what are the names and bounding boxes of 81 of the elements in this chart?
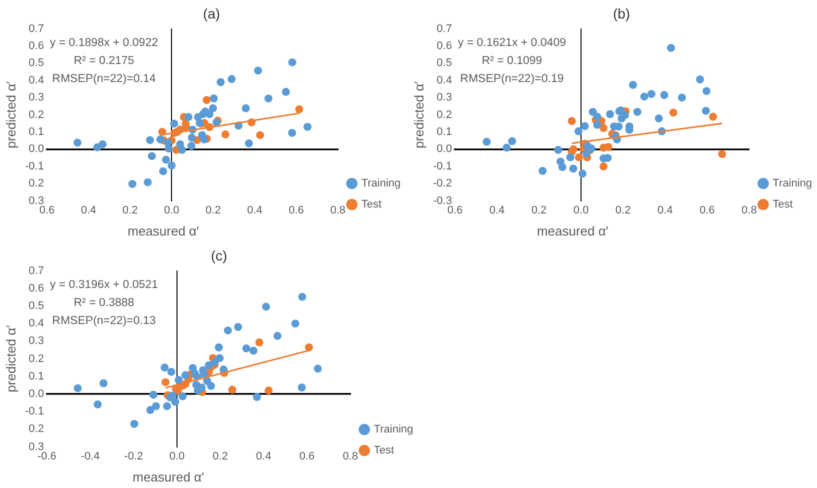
- annotation: R² = 0.1099: [482, 54, 542, 67]
- annotation: RMSEP(n=22)=0.19: [460, 72, 564, 85]
- legend-label: Test: [374, 444, 394, 457]
- y-tick-label: 0.3: [28, 92, 44, 104]
- x-tick-label: -0.4: [80, 450, 100, 462]
- y-tick-label: -0.3: [432, 194, 452, 207]
- x-tick-label: 0.4: [489, 204, 505, 216]
- annotation: y = 0.3196x + 0.0521: [50, 278, 158, 291]
- y-tick-label: 0.6: [28, 282, 44, 294]
- x-tick-label: 0.4: [80, 204, 96, 216]
- x-tick-label: 0.2: [206, 204, 221, 216]
- x-tick-label: -0.2: [124, 450, 144, 462]
- y-tick-label: -0.1: [24, 406, 44, 418]
- y-tick-label: -0.1: [432, 160, 452, 172]
- y-axis-title: predicted α′: [4, 324, 19, 392]
- x-tick-label: 0.4: [247, 204, 262, 216]
- x-axis-title: measured α′: [132, 470, 205, 485]
- x-axis-title: measured α′: [536, 224, 609, 239]
- y-tick-label: 0.2: [28, 108, 44, 121]
- legend-label: Test: [361, 198, 382, 211]
- y-tick-label: 0.4: [28, 318, 44, 330]
- y-axis-title: predicted α′: [4, 80, 19, 148]
- y-tick-label: 0.2: [28, 352, 44, 365]
- y-tick-label: 0.0: [28, 143, 44, 156]
- x-tick-label: 0.6: [299, 450, 315, 462]
- y-tick-label: 0.6: [28, 40, 44, 52]
- y-tick-label: 0.3: [28, 194, 44, 207]
- annotation: R² = 0.3888: [74, 296, 134, 309]
- y-tick-label: 0.1: [436, 126, 452, 138]
- chart-title: (c): [210, 247, 228, 264]
- y-tick-label: 0.7: [28, 264, 44, 277]
- legend-label: Test: [772, 198, 793, 211]
- annotation: RMSEP(n=22)=0.13: [52, 314, 156, 327]
- y-tick-label: 0.5: [28, 57, 44, 70]
- y-tick-label: 0.4: [28, 74, 44, 86]
- y-tick-label: 0.7: [28, 22, 44, 35]
- y-tick-label: 0.3: [28, 335, 44, 348]
- x-tick-label: 0.2: [615, 204, 631, 216]
- y-tick-label: 0.1: [28, 126, 44, 138]
- y-tick-label: -0.2: [432, 178, 452, 190]
- x-tick-label: 0.6: [699, 204, 715, 216]
- annotation: y = 0.1898x + 0.0922: [50, 36, 158, 49]
- x-tick-label: 0.0: [573, 204, 589, 216]
- y-tick-label: 0.0: [28, 388, 44, 400]
- x-tick-label: 0.0: [164, 204, 180, 216]
- annotation: R² = 0.2175: [74, 54, 134, 67]
- x-tick-label: -0.6: [37, 450, 56, 462]
- y-tick-label: 0.2: [28, 178, 44, 190]
- legend-label: Training: [374, 424, 414, 436]
- x-tick-label: 0.8: [342, 450, 358, 462]
- legend-label: Training: [361, 178, 401, 190]
- y-tick-label: 0.0: [436, 143, 452, 156]
- x-tick-label: 0.6: [288, 204, 304, 216]
- x-tick-label: 0.4: [657, 204, 673, 216]
- y-tick-label: 0.2: [436, 108, 452, 121]
- y-tick-label: 0.4: [436, 74, 452, 86]
- y-tick-label: 0.7: [436, 22, 452, 35]
- x-tick-label: 0.8: [742, 204, 757, 216]
- x-tick-label: 0.6: [447, 204, 463, 216]
- x-tick-label: 0.2: [212, 450, 228, 462]
- x-tick-label: 0.0: [169, 450, 185, 462]
- x-tick-label: 0.4: [256, 450, 272, 462]
- y-tick-label: 0.5: [28, 300, 44, 312]
- y-tick-label: 0.3: [436, 92, 452, 104]
- y-tick-label: 0.1: [28, 370, 44, 382]
- x-axis-title: measured α′: [128, 224, 200, 239]
- x-tick-label: 0.6: [39, 204, 55, 216]
- y-tick-label: 0.6: [436, 40, 452, 52]
- x-tick-label: 0.8: [330, 204, 346, 216]
- y-tick-label: 0.3: [28, 440, 44, 453]
- annotation: RMSEP(n=22)=0.14: [52, 72, 156, 85]
- y-axis-title: predicted α′: [412, 80, 427, 148]
- x-tick-label: 0.2: [531, 204, 547, 216]
- y-tick-label: -0.1: [24, 160, 44, 172]
- x-tick-label: 0.2: [122, 204, 138, 216]
- chart-title: (a): [202, 5, 220, 22]
- chart-title: (b): [612, 5, 630, 22]
- legend-label: Training: [772, 178, 812, 190]
- annotation: y = 0.1621x + 0.0409: [458, 36, 566, 49]
- y-tick-label: 0.5: [436, 57, 452, 70]
- y-tick-label: 0.2: [28, 423, 44, 436]
